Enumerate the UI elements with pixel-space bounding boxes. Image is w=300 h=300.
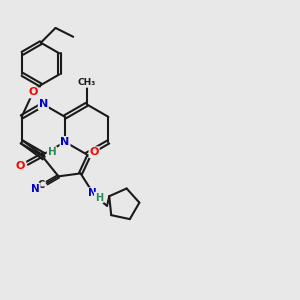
Text: N: N: [31, 184, 40, 194]
Text: O: O: [16, 161, 26, 171]
Text: N: N: [88, 188, 97, 198]
Text: O: O: [89, 147, 99, 157]
Text: H: H: [48, 147, 56, 157]
Text: C: C: [38, 180, 45, 190]
Text: H: H: [95, 193, 103, 202]
Text: CH₃: CH₃: [78, 78, 96, 87]
Text: N: N: [60, 137, 70, 147]
Text: O: O: [28, 87, 38, 98]
Text: N: N: [39, 99, 48, 110]
